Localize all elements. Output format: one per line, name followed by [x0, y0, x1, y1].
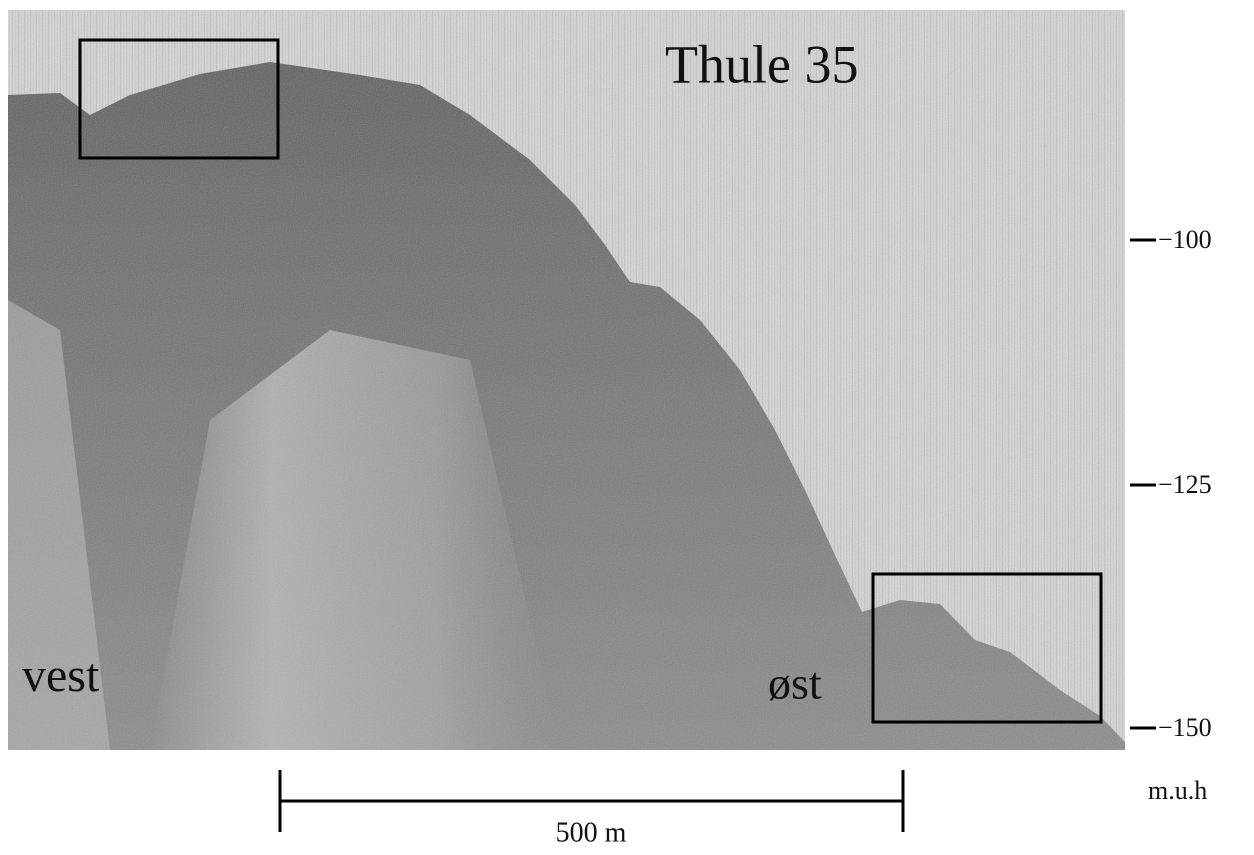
depth-unit: m.u.h: [1148, 776, 1207, 805]
depth-label: −150: [1158, 713, 1212, 742]
title: Thule 35: [665, 34, 858, 94]
scale-label: 500 m: [556, 817, 627, 848]
highlight-box: [78, 38, 280, 160]
scale-bar: [278, 770, 905, 832]
echogram: [8, 10, 1125, 750]
east-label: øst: [768, 658, 822, 709]
depth-label: −125: [1158, 470, 1212, 499]
depth-ticks: [1130, 238, 1156, 730]
highlight-box: [871, 572, 1103, 724]
west-label: vest: [22, 649, 100, 702]
depth-label: −100: [1158, 225, 1212, 254]
